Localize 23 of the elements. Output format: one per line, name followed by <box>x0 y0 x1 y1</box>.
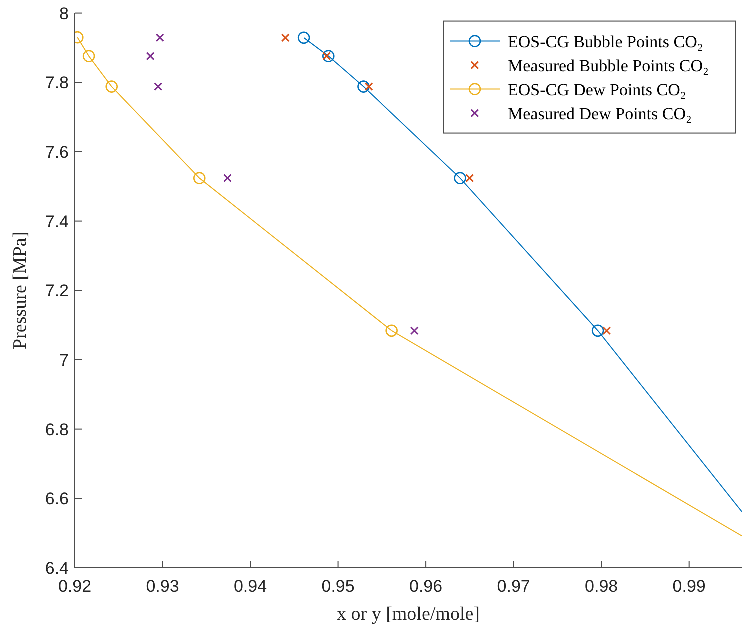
y-tick-label: 6.8 <box>45 420 69 440</box>
y-tick-label: 7 <box>60 350 69 370</box>
y-tick-label: 7.2 <box>45 282 69 301</box>
x-axis-title: x or y [mole/mole] <box>337 604 480 625</box>
y-tick-label: 7.4 <box>45 212 69 232</box>
x-tick-label: 0.93 <box>146 577 180 596</box>
y-tick-label: 8 <box>60 4 69 24</box>
legend-label: EOS-CG Dew Points CO₂ <box>508 80 686 100</box>
legend-label: EOS-CG Bubble Points CO₂ <box>508 32 704 52</box>
x-tick-label: 0.99 <box>672 577 706 596</box>
y-tick-label: 6.6 <box>45 490 69 509</box>
x-tick-label: 0.96 <box>410 577 443 596</box>
x-tick-label: 0.92 <box>58 577 92 596</box>
y-axis-title: Pressure [MPa] <box>10 232 31 350</box>
x-tick-label: 0.98 <box>585 577 618 596</box>
x-tick-label: 0.95 <box>322 577 355 596</box>
x-tick-label: 0.97 <box>497 577 530 596</box>
legend-label: Measured Bubble Points CO₂ <box>508 56 709 76</box>
x-tick-label: 0.94 <box>234 577 268 596</box>
y-tick-label: 7.8 <box>45 74 69 93</box>
y-tick-label: 7.6 <box>45 142 69 162</box>
y-tick-label: 6.4 <box>45 559 69 578</box>
legend-label: Measured Dew Points CO₂ <box>508 104 692 124</box>
